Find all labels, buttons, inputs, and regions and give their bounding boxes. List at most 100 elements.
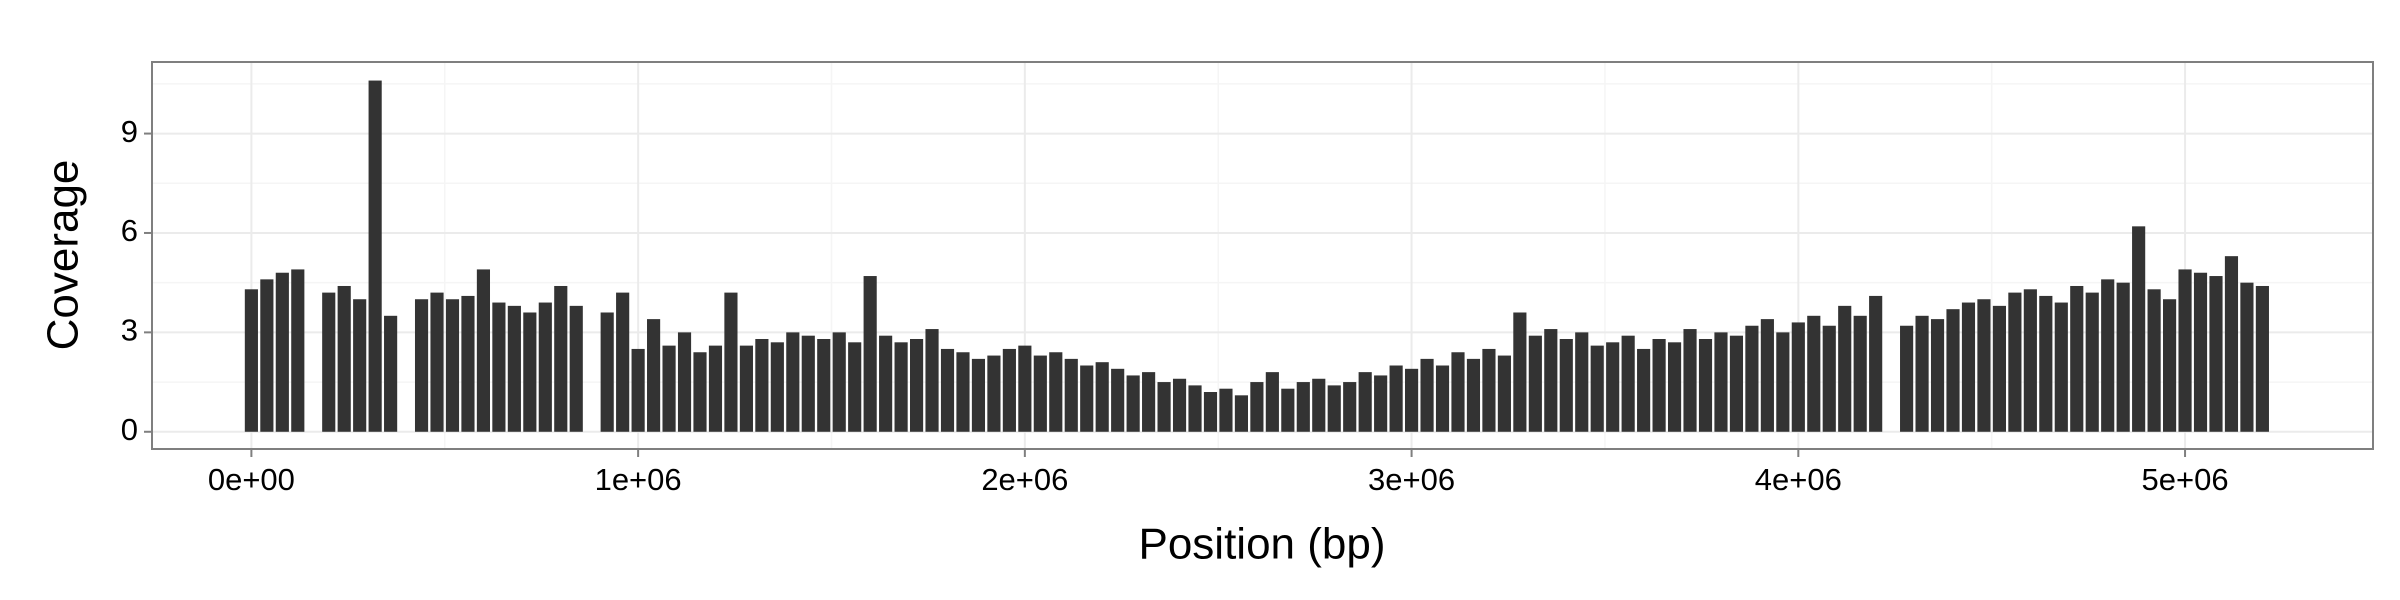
- bar: [1018, 345, 1032, 432]
- bar: [1575, 332, 1589, 432]
- axes: 0e+00 1e+06 2e+06 3e+06 4e+06 5e+06 0 3 6 9: [121, 114, 2229, 497]
- bar: [1683, 329, 1697, 432]
- bar: [1977, 299, 1991, 432]
- bar: [987, 355, 1001, 432]
- bar: [1528, 335, 1542, 432]
- y-tick-label: 9: [121, 114, 138, 149]
- bar: [631, 348, 645, 432]
- x-tick-label: 2e+06: [981, 462, 1068, 497]
- bar: [1637, 348, 1651, 432]
- panel-border: [151, 61, 2374, 450]
- bar: [693, 352, 707, 432]
- bar: [1544, 329, 1558, 432]
- bar: [879, 335, 893, 432]
- y-tick-label: 3: [121, 313, 138, 348]
- bar: [2008, 292, 2022, 432]
- bar: [940, 348, 955, 432]
- bar: [739, 345, 753, 432]
- bar: [894, 342, 908, 432]
- bar: [523, 312, 537, 432]
- bar: [476, 269, 491, 432]
- bar: [2240, 282, 2254, 432]
- bar: [322, 292, 336, 432]
- bar: [430, 292, 444, 432]
- bar: [1374, 375, 1388, 432]
- x-tick-label: 3e+06: [1368, 462, 1455, 497]
- bar: [1946, 309, 1960, 432]
- bar: [2193, 272, 2208, 432]
- bar: [2070, 285, 2084, 432]
- bar: [1791, 322, 1805, 432]
- bar: [492, 302, 506, 432]
- bar: [848, 342, 862, 432]
- bar: [647, 319, 661, 432]
- bar: [1064, 358, 1078, 432]
- bar: [786, 332, 800, 432]
- bar: [2224, 256, 2239, 432]
- bar: [1915, 315, 1929, 432]
- bar: [1172, 378, 1187, 432]
- bar: [1095, 362, 1109, 432]
- bar: [1621, 335, 1635, 432]
- y-axis-title: Coverage: [39, 160, 88, 351]
- bar: [1992, 305, 2006, 432]
- bar: [2255, 285, 2269, 432]
- bar: [1049, 352, 1063, 432]
- bar: [368, 80, 382, 432]
- bar: [1838, 305, 1852, 432]
- bar: [1900, 325, 1914, 432]
- bar: [801, 335, 815, 432]
- bar: [1513, 312, 1527, 432]
- bar: [569, 305, 583, 432]
- bar: [1466, 358, 1481, 432]
- bar: [1358, 372, 1372, 432]
- bar: [600, 312, 614, 432]
- bar: [1142, 372, 1156, 432]
- bar: [2163, 299, 2177, 432]
- bar: [1652, 338, 1666, 432]
- bar: [2178, 269, 2192, 432]
- bar: [1435, 365, 1450, 432]
- bar: [1559, 338, 1573, 432]
- bar: [755, 338, 769, 432]
- bar: [1312, 378, 1326, 432]
- bar: [1497, 355, 1511, 432]
- y-tick-label: 0: [121, 412, 138, 447]
- bar: [1698, 338, 1713, 432]
- bar: [1590, 345, 1604, 432]
- bar: [1606, 342, 1620, 432]
- bar: [1002, 348, 1016, 432]
- bar: [554, 285, 568, 432]
- y-tick-label: 6: [121, 213, 138, 248]
- bar: [863, 276, 877, 432]
- bar: [244, 289, 258, 432]
- bar: [1281, 388, 1295, 432]
- bar: [2132, 226, 2146, 432]
- bar: [1667, 342, 1682, 432]
- bar: [770, 342, 784, 432]
- bar: [1760, 319, 1774, 432]
- bar: [2116, 282, 2130, 432]
- x-axis-title: Position (bp): [1138, 520, 1385, 569]
- bar: [1420, 358, 1434, 432]
- bar: [1080, 365, 1094, 432]
- bar: [2209, 276, 2223, 432]
- bar: [384, 315, 398, 432]
- bar: [2085, 292, 2099, 432]
- bar: [1327, 385, 1341, 432]
- bar: [1265, 372, 1279, 432]
- bar: [2023, 289, 2037, 432]
- bar: [1853, 315, 1867, 432]
- bar: [1807, 315, 1821, 432]
- bar: [1822, 325, 1836, 432]
- bar: [1219, 388, 1233, 432]
- bar: [971, 358, 986, 432]
- bar: [662, 345, 676, 432]
- bar: [1234, 395, 1248, 432]
- bar: [1405, 368, 1419, 432]
- bar: [925, 329, 939, 432]
- bar: [1157, 382, 1171, 432]
- bar: [507, 305, 521, 432]
- bar: [275, 272, 289, 432]
